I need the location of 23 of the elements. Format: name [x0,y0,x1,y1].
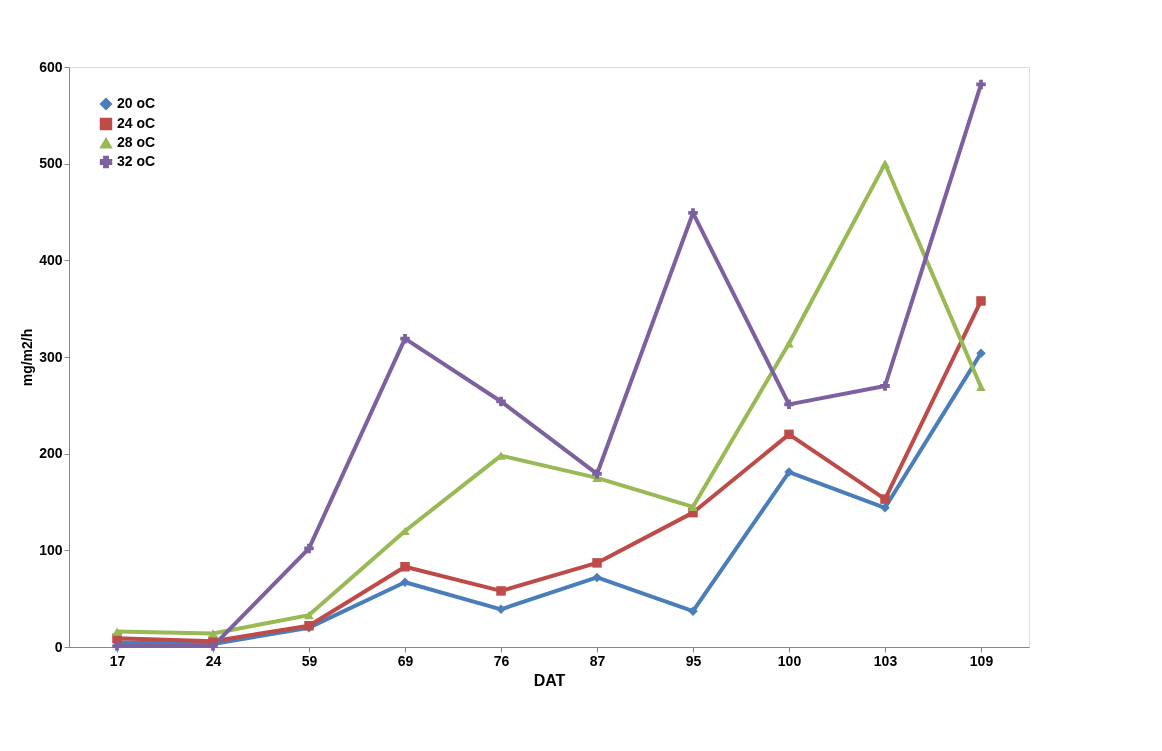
y-tick-label: 0 [54,638,63,655]
legend-label: 28 oC [117,134,156,150]
y-tick-label: 300 [39,348,63,365]
x-tick-label: 59 [301,652,318,669]
x-tick-label: 76 [493,652,510,669]
legend-label: 20 oC [117,95,156,111]
legend-label: 32 oC [117,153,156,169]
x-tick-label: 95 [685,652,702,669]
x-tick-label: 17 [109,652,126,669]
x-tick-label: 87 [589,652,606,669]
x-tick-label: 109 [969,652,994,669]
y-axis-title: mg/m2/h [19,328,36,387]
x-tick-label: 24 [205,652,222,669]
x-tick-label: 100 [777,652,802,669]
x-tick-label: 103 [873,652,898,669]
y-tick-label: 500 [39,155,63,172]
x-tick-label: 69 [397,652,414,669]
y-tick-label: 400 [39,251,63,268]
y-tick-label: 200 [39,445,63,462]
x-axis-title: DAT [533,671,566,689]
legend-label: 24 oC [117,115,156,131]
y-tick-label: 600 [39,58,63,75]
y-tick-label: 100 [39,541,63,558]
